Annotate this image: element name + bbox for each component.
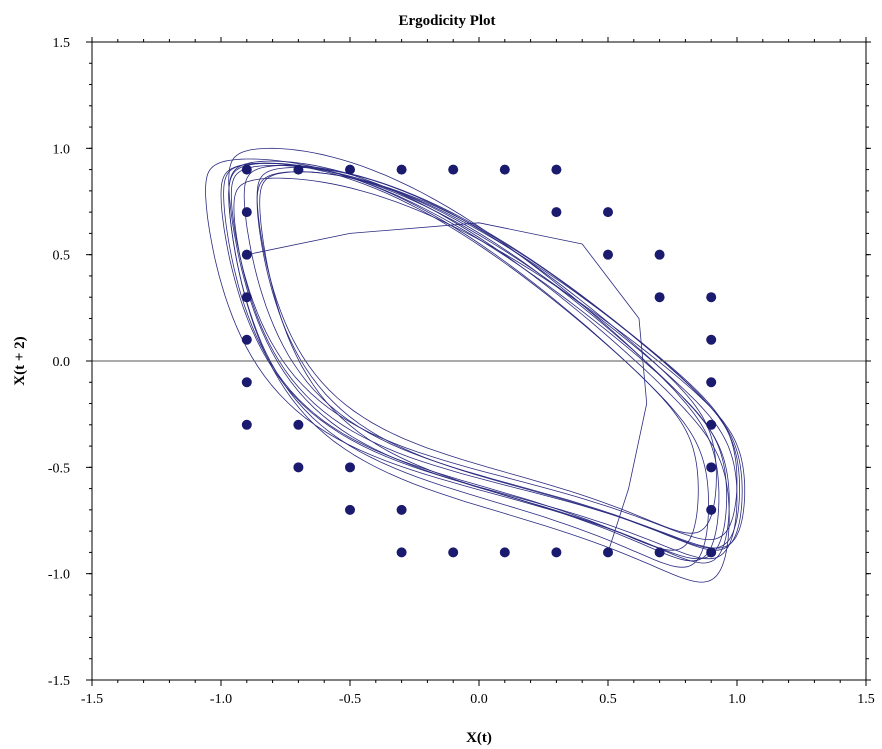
data-point — [242, 335, 252, 345]
data-point — [551, 207, 561, 217]
data-point — [242, 292, 252, 302]
data-point — [500, 547, 510, 557]
x-tick-label: 0.0 — [470, 692, 488, 707]
data-point — [706, 420, 716, 430]
y-tick-label: -0.5 — [48, 461, 70, 476]
data-point — [448, 165, 458, 175]
data-point — [706, 335, 716, 345]
data-point — [551, 547, 561, 557]
y-tick-label: 1.5 — [53, 36, 71, 51]
y-tick-label: 0.5 — [53, 249, 71, 264]
data-point — [603, 207, 613, 217]
trajectory-loop — [257, 168, 716, 534]
y-axis-ticks: -1.5 -1.0 -0.5 0.0 0.5 1.0 1.5 — [48, 36, 871, 689]
data-point — [345, 165, 355, 175]
data-point — [397, 165, 407, 175]
trajectory-curves — [206, 148, 745, 582]
y-tick-label: 0.0 — [53, 355, 71, 370]
y-tick-label: -1.5 — [48, 674, 70, 689]
trajectory-loop — [229, 161, 730, 582]
data-point — [706, 547, 716, 557]
data-point — [551, 165, 561, 175]
data-point — [397, 547, 407, 557]
y-axis-label: X(t + 2) — [12, 336, 28, 385]
data-point — [706, 505, 716, 515]
x-tick-label: 1.0 — [728, 692, 746, 707]
x-tick-label: 0.5 — [599, 692, 617, 707]
trajectory-loop — [231, 165, 737, 539]
data-point — [603, 250, 613, 260]
data-point — [500, 165, 510, 175]
y-tick-label: -1.0 — [48, 568, 70, 583]
data-point — [293, 165, 303, 175]
data-point — [242, 165, 252, 175]
trajectory-excursion — [247, 223, 647, 553]
x-axis-ticks: -1.5 -1.0 -0.5 0.0 0.5 1.0 1.5 — [81, 37, 875, 707]
data-point — [706, 292, 716, 302]
x-axis-label: X(t) — [466, 730, 492, 746]
data-point — [242, 250, 252, 260]
x-tick-label: -1.0 — [210, 692, 232, 707]
data-point — [603, 547, 613, 557]
data-point — [397, 505, 407, 515]
y-tick-label: 1.0 — [53, 142, 71, 157]
data-point — [345, 462, 355, 472]
data-point — [242, 377, 252, 387]
data-point — [345, 505, 355, 515]
data-point — [706, 377, 716, 387]
x-tick-label: 1.5 — [857, 692, 875, 707]
data-point — [706, 462, 716, 472]
data-point — [293, 462, 303, 472]
data-point — [293, 420, 303, 430]
x-tick-label: -0.5 — [339, 692, 361, 707]
trajectory-loop — [260, 172, 730, 563]
chart-title: Ergodicity Plot — [398, 13, 495, 29]
data-point — [242, 420, 252, 430]
data-point — [242, 207, 252, 217]
data-point — [655, 547, 665, 557]
x-tick-label: -1.5 — [81, 692, 103, 707]
data-point — [655, 250, 665, 260]
data-point — [448, 547, 458, 557]
trajectory-loop — [206, 159, 727, 559]
data-point — [655, 292, 665, 302]
